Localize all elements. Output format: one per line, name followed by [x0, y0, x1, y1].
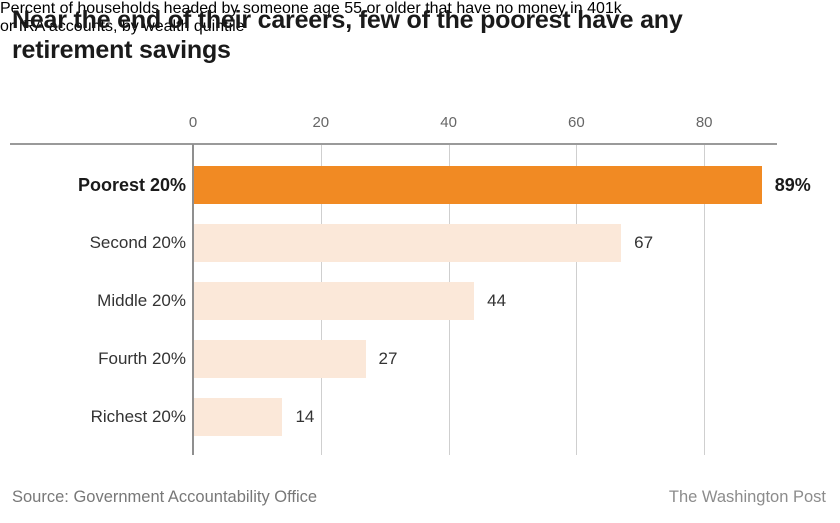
bar: [194, 224, 622, 262]
gridline: [576, 145, 578, 455]
category-label: Fourth 20%: [98, 349, 186, 368]
bar-highlighted: [194, 166, 762, 204]
chart-title-line-1: Near the end of their careers, few of th…: [12, 6, 683, 34]
value-label: 14: [295, 407, 315, 426]
chart-subtitle-line-2: or IRA accounts, by wealth quintile: [0, 18, 245, 35]
source-note: Source: Government Accountability Office: [12, 488, 318, 506]
x-tick-label: 60: [568, 114, 585, 131]
bar-row: Poorest 20% 89%: [0, 166, 840, 204]
x-tick-label: 20: [312, 114, 330, 131]
bar: [194, 340, 366, 378]
bar-row: Richest 20% 14: [0, 398, 840, 436]
chart-title-line-2: retirement savings: [12, 36, 231, 64]
x-axis-line: [10, 143, 777, 145]
bar-row: Second 20% 67: [0, 224, 840, 262]
x-tick-label: 0: [188, 114, 198, 131]
gridline: [704, 145, 706, 455]
bar-row: Fourth 20% 27: [0, 340, 840, 378]
bar: [194, 282, 475, 320]
x-tick-label: 80: [695, 114, 713, 131]
category-label: Poorest 20%: [77, 175, 186, 195]
category-label: Middle 20%: [97, 291, 186, 310]
value-label: 27: [378, 349, 398, 368]
bar: [194, 398, 283, 436]
value-label: 67: [634, 233, 654, 252]
publisher-credit: The Washington Post: [668, 488, 826, 506]
bar-row: Middle 20% 44: [0, 282, 840, 320]
chart-title: Near the end of their careers, few of th…: [12, 5, 683, 65]
zero-baseline: [192, 144, 194, 455]
chart-footer: Source: Government Accountability Office…: [12, 488, 826, 507]
chart-subtitle-line-1: Percent of households headed by someone …: [0, 0, 622, 17]
value-label: 89%: [774, 175, 811, 195]
value-label: 44: [487, 291, 507, 310]
x-tick-label: 40: [440, 114, 457, 131]
category-label: Richest 20%: [90, 407, 186, 426]
category-label: Second 20%: [89, 233, 186, 252]
